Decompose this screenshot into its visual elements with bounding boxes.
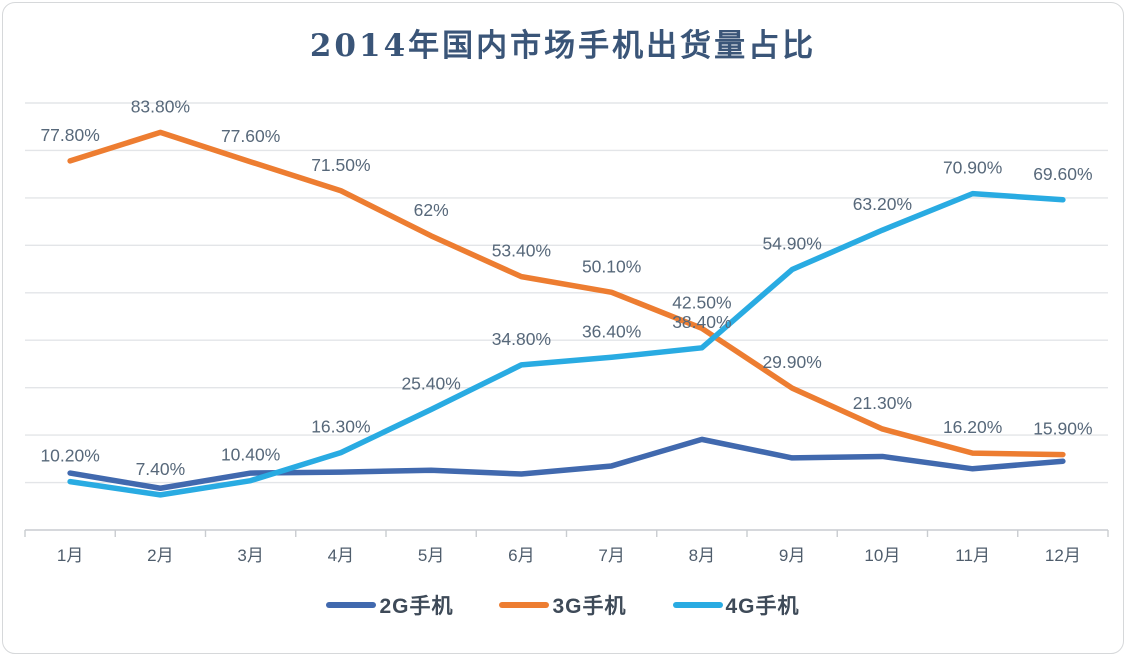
data-label-4G手机: 70.90%	[943, 158, 1002, 178]
x-axis-label: 7月	[598, 546, 624, 565]
data-label-3G手机: 29.90%	[762, 352, 821, 372]
data-label-4G手机: 7.40%	[136, 459, 186, 479]
data-label-3G手机: 15.90%	[1033, 419, 1092, 439]
data-label-3G手机: 42.50%	[672, 292, 731, 312]
series-line-4G手机	[67, 190, 1066, 498]
x-axis-label: 10月	[864, 546, 900, 565]
legend-marker-3g-icon	[499, 602, 550, 608]
legend-label-3g: 3G手机	[552, 595, 627, 618]
x-axis-label: 12月	[1045, 546, 1081, 565]
chart-legend: 2G手机 3G手机 4G手机	[0, 589, 1126, 621]
x-axis-label: 6月	[508, 546, 534, 565]
legend-label-2g: 2G手机	[379, 595, 454, 618]
legend-item-4g: 4G手机	[672, 590, 800, 620]
x-axis-label: 2月	[147, 546, 173, 565]
data-label-3G手机: 21.30%	[853, 393, 912, 413]
data-label-4G手机: 34.80%	[492, 329, 551, 349]
data-label-4G手机: 38.40%	[672, 312, 731, 332]
x-axis-label: 9月	[779, 546, 805, 565]
x-axis-label: 5月	[418, 546, 444, 565]
x-axis-label: 8月	[689, 546, 715, 565]
data-label-3G手机: 53.40%	[492, 241, 551, 261]
data-label-4G手机: 69.60%	[1033, 164, 1092, 184]
x-axis-label: 1月	[57, 546, 83, 565]
data-label-3G手机: 16.20%	[943, 417, 1002, 437]
data-label-3G手机: 71.50%	[311, 155, 370, 175]
legend-item-2g: 2G手机	[326, 590, 453, 620]
legend-item-3g: 3G手机	[499, 590, 626, 620]
series-line-2G手机	[67, 436, 1066, 491]
data-label-4G手机: 63.20%	[853, 194, 912, 214]
chart-title: 2014年国内市场手机出货量占比	[309, 28, 817, 64]
x-axis-label: 4月	[328, 546, 354, 565]
data-label-3G手机: 83.80%	[131, 96, 190, 116]
data-label-4G手机: 54.90%	[762, 234, 821, 254]
x-axis-label: 11月	[955, 546, 990, 565]
series-line-3G手机	[67, 129, 1066, 458]
data-label-4G手机: 10.20%	[40, 446, 99, 466]
data-label-3G手机: 77.80%	[40, 125, 99, 145]
data-label-3G手机: 62%	[414, 200, 449, 220]
legend-marker-2g-icon	[326, 602, 377, 608]
data-label-3G手机: 77.60%	[221, 126, 280, 146]
legend-marker-4g-icon	[672, 602, 723, 608]
data-label-4G手机: 36.40%	[582, 321, 641, 341]
data-label-4G手机: 16.30%	[311, 417, 370, 437]
data-label-4G手机: 10.40%	[221, 445, 280, 465]
data-label-4G手机: 25.40%	[401, 373, 460, 393]
x-axis-label: 3月	[237, 546, 263, 565]
legend-label-4g: 4G手机	[725, 595, 800, 618]
data-label-3G手机: 50.10%	[582, 256, 641, 276]
